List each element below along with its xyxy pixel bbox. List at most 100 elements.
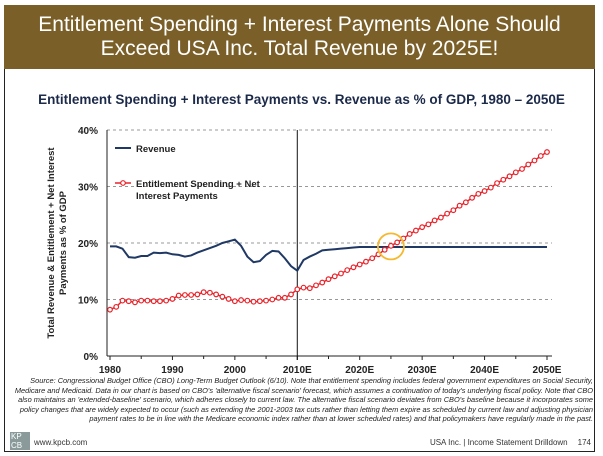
- legend-entitlement-label: Entitlement Spending + Net: [136, 179, 261, 190]
- entitlement-point: [462, 199, 469, 206]
- entitlement-point: [206, 289, 213, 296]
- x-tick-label: 2000: [224, 365, 247, 376]
- entitlement-point: [281, 294, 288, 301]
- y-tick-label: 20%: [78, 239, 98, 250]
- entitlement-point: [394, 239, 401, 246]
- entitlement-point: [125, 298, 132, 305]
- entitlement-point: [306, 285, 313, 292]
- y-tick-label: 10%: [78, 296, 98, 307]
- revenue-line: [110, 238, 547, 273]
- crossover-highlight-circle: [377, 232, 405, 261]
- entitlement-point: [150, 298, 157, 305]
- entitlement-point: [519, 166, 525, 172]
- entitlement-point: [500, 176, 507, 183]
- entitlement-point: [512, 169, 519, 176]
- entitlement-point: [200, 289, 207, 296]
- section-label: USA Inc. | Income Statement Drilldown: [429, 438, 568, 447]
- entitlement-point: [244, 297, 251, 304]
- entitlement-point: [113, 303, 120, 310]
- entitlement-point: [163, 297, 170, 304]
- source-note: Source: Congressional Budget Office (CBO…: [14, 376, 593, 423]
- entitlement-point: [431, 217, 438, 224]
- legend-revenue-label: Revenue: [136, 144, 176, 155]
- entitlement-point: [313, 282, 319, 289]
- entitlement-point: [506, 173, 513, 180]
- logo-bottom-text: CB: [11, 441, 23, 450]
- entitlement-point: [300, 284, 307, 291]
- footer: USA Inc. | Income Statement Drilldown 174: [420, 438, 591, 447]
- entitlement-point: [250, 298, 257, 305]
- slide-title-line1: Entitlement Spending + Interest Payments…: [38, 13, 561, 36]
- entitlement-point: [450, 207, 457, 214]
- entitlement-point: [319, 279, 326, 286]
- entitlement-point: [388, 242, 394, 249]
- x-tick-label: 1980: [99, 365, 122, 376]
- entitlement-point: [275, 294, 282, 301]
- entitlement-point: [356, 261, 363, 268]
- entitlement-point: [288, 291, 294, 298]
- entitlement-point: [537, 153, 544, 159]
- entitlement-point: [157, 298, 163, 305]
- entitlement-point: [425, 221, 432, 228]
- entitlement-point: [182, 292, 188, 298]
- entitlement-point: [469, 194, 475, 201]
- entitlement-line: [109, 151, 548, 311]
- y-tick-label: 30%: [78, 183, 98, 194]
- logo-top-text: KP: [11, 432, 22, 441]
- entitlement-point: [413, 227, 419, 234]
- legend-entitlement-label-cont: Interest Payments: [136, 191, 218, 202]
- chart-title: Entitlement Spending + Interest Payments…: [38, 92, 565, 107]
- entitlement-point: [225, 296, 232, 302]
- entitlement-point: [350, 264, 357, 271]
- x-tick-label: 1990: [161, 365, 184, 376]
- entitlement-point: [444, 210, 451, 217]
- entitlement-point: [325, 276, 332, 283]
- x-tick-label: 2020E: [345, 365, 374, 376]
- entitlement-point: [256, 298, 263, 305]
- x-tick-label: 2010E: [283, 365, 312, 376]
- entitlement-point: [175, 292, 182, 299]
- y-tick-label: 0%: [84, 352, 99, 363]
- entitlement-point: [456, 202, 463, 209]
- entitlement-point: [219, 293, 226, 300]
- entitlement-point: [338, 270, 344, 277]
- entitlement-point: [231, 298, 238, 305]
- entitlement-point: [213, 291, 220, 298]
- entitlement-point: [494, 180, 500, 187]
- entitlement-point: [406, 231, 413, 237]
- kpcb-logo: KP CB: [10, 432, 30, 450]
- entitlement-point: [107, 306, 113, 313]
- entitlement-point: [132, 299, 138, 306]
- x-tick-label: 2030E: [408, 365, 437, 376]
- entitlement-point: [238, 297, 245, 303]
- legend-entitlement-marker: [120, 180, 126, 186]
- entitlement-point: [269, 296, 276, 303]
- entitlement-point: [119, 297, 126, 304]
- slide-header: Entitlement Spending + Interest Payments…: [4, 5, 595, 69]
- entitlement-point: [475, 190, 482, 197]
- y-axis-label: Total Revenue & Entitlement + Net Intere…: [46, 147, 69, 339]
- entitlement-point: [381, 246, 388, 253]
- entitlement-point: [194, 291, 201, 298]
- entitlement-point: [144, 297, 151, 304]
- y-tick-label: 40%: [78, 126, 98, 137]
- entitlement-point: [363, 258, 369, 265]
- entitlement-point: [169, 296, 176, 302]
- page-number: 174: [577, 438, 591, 447]
- x-tick-label: 2050E: [533, 365, 562, 376]
- entitlement-point: [369, 255, 376, 262]
- x-tick-label: 2040E: [470, 365, 499, 376]
- entitlement-point: [481, 188, 488, 194]
- entitlement-point: [138, 297, 145, 304]
- website-link[interactable]: www.kpcb.com: [34, 438, 88, 447]
- entitlement-point: [437, 214, 444, 221]
- entitlement-point: [188, 292, 195, 298]
- entitlement-point: [419, 224, 426, 231]
- entitlement-point: [344, 267, 351, 274]
- entitlement-point: [531, 157, 538, 164]
- entitlement-point: [331, 273, 338, 280]
- entitlement-point: [487, 184, 494, 191]
- entitlement-point: [525, 161, 532, 168]
- entitlement-point: [263, 297, 269, 304]
